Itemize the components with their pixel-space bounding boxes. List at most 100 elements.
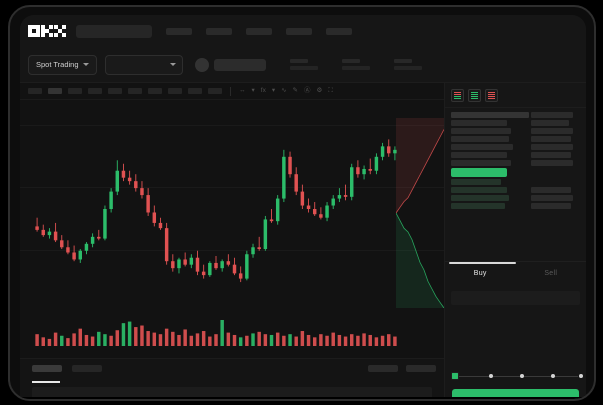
last-price-highlight (451, 168, 507, 177)
order-book-ask-row[interactable] (445, 120, 586, 128)
market-stat-value (289, 66, 318, 70)
line-tool-icon[interactable]: ∿ (281, 86, 287, 94)
nav-item-3[interactable] (286, 27, 312, 35)
okx-logo-x (54, 25, 66, 37)
order-book-price (451, 136, 509, 142)
order-book-bid-row[interactable] (445, 187, 586, 195)
tab-open-orders[interactable] (32, 365, 62, 372)
slider-handle[interactable] (451, 372, 459, 380)
fullscreen-icon[interactable]: ⛶ (328, 86, 333, 94)
depth-area-chart (396, 118, 444, 308)
order-book-panel: Buy Sell (444, 83, 586, 399)
chevron-down-icon (82, 63, 89, 66)
slider-step-25[interactable] (489, 374, 493, 378)
candlestick-chart[interactable] (20, 100, 444, 308)
orders-tab-list (20, 359, 444, 372)
order-book-amount (531, 128, 573, 134)
order-book-ask-row[interactable] (445, 136, 586, 144)
slider-step-50[interactable] (520, 374, 524, 378)
trading-pair-selector[interactable] (104, 54, 183, 75)
timeframe-button-4[interactable] (108, 88, 122, 94)
magnet-icon[interactable]: Ⓐ (304, 86, 311, 94)
volume-series (35, 320, 397, 346)
market-depth-overlay (396, 118, 444, 308)
tab-sell[interactable]: Sell (544, 270, 558, 277)
settings-icon[interactable]: ⚙ (316, 86, 323, 94)
timeframe-button-2[interactable] (68, 88, 82, 94)
chart-gridline (20, 187, 444, 188)
tab-buy[interactable]: Buy (473, 270, 487, 277)
orders-action-0[interactable] (368, 365, 398, 372)
indicator-icon[interactable]: fx (260, 86, 266, 94)
market-sub-header: Spot Trading (20, 47, 586, 83)
order-book-view-modes (445, 83, 586, 108)
tab-order-history[interactable] (72, 365, 102, 372)
timeframe-button-3[interactable] (88, 88, 102, 94)
timeframe-button-6[interactable] (148, 88, 162, 94)
timeframe-button-0[interactable] (28, 88, 42, 94)
order-book-price (451, 120, 507, 126)
order-book-price (451, 187, 507, 193)
orders-panel (20, 358, 444, 399)
chevron-down-icon (169, 63, 176, 66)
order-book-price (451, 152, 507, 158)
chart-gridline (20, 250, 444, 251)
nav-item-0[interactable] (166, 27, 192, 35)
order-book-header[interactable] (445, 112, 586, 120)
timeframe-button-8[interactable] (188, 88, 202, 94)
market-stat-label (341, 59, 360, 63)
orders-empty-row (32, 387, 432, 399)
order-book-amount (531, 144, 573, 150)
market-type-selector[interactable]: Spot Trading (28, 54, 97, 75)
search-input[interactable] (76, 24, 152, 38)
candle-series (35, 139, 397, 283)
order-book-ask-row[interactable] (445, 152, 586, 160)
orderbook-both-icon[interactable] (451, 89, 464, 102)
candle-type-dropdown-icon[interactable]: ▾ (251, 86, 255, 94)
market-stat-value (393, 66, 422, 70)
timeframe-button-7[interactable] (168, 88, 182, 94)
orderbook-asks-icon[interactable] (485, 89, 498, 102)
timeframe-button-9[interactable] (208, 88, 222, 94)
market-stat-value (341, 66, 370, 70)
order-book-rows (445, 108, 586, 211)
active-trade-tab-indicator (449, 262, 516, 264)
order-book-bid-row[interactable] (445, 195, 586, 203)
nav-item-2[interactable] (246, 27, 272, 35)
order-book-ask-row[interactable] (445, 144, 586, 152)
pencil-icon[interactable]: ✎ (292, 86, 298, 94)
order-book-amount (531, 195, 573, 201)
order-book-price (451, 144, 513, 150)
app-screen: Spot Trading ↔ ▾ fx ▾ ∿ ✎ Ⓐ ⚙ ⛶ (20, 15, 586, 399)
timeframe-button-1[interactable] (48, 88, 62, 94)
order-book-price (451, 179, 501, 185)
order-book-ask-row[interactable] (445, 160, 586, 168)
timeframe-button-5[interactable] (128, 88, 142, 94)
order-book-ask-row[interactable] (445, 128, 586, 136)
order-book-bid-row[interactable] (445, 179, 586, 187)
order-book-bid-row[interactable] (445, 203, 586, 211)
okx-logo[interactable] (28, 25, 66, 37)
candle-type-icon[interactable]: ↔ (239, 86, 246, 94)
order-book-price (451, 203, 505, 209)
market-type-label: Spot Trading (36, 60, 79, 69)
slider-step-100[interactable] (579, 374, 583, 378)
order-book-amount (531, 160, 573, 166)
chart-toolbar: ↔ ▾ fx ▾ ∿ ✎ Ⓐ ⚙ ⛶ (20, 83, 444, 100)
nav-item-1[interactable] (206, 27, 232, 35)
order-price-field[interactable] (451, 291, 580, 305)
orders-action-1[interactable] (406, 365, 436, 372)
submit-buy-button[interactable] (452, 389, 579, 399)
order-book-last-price (445, 168, 586, 179)
order-book-amount (531, 187, 571, 193)
nav-item-4[interactable] (326, 27, 352, 35)
order-entry-form (445, 285, 586, 399)
market-stat-label (289, 59, 308, 63)
indicator-dropdown-icon[interactable]: ▾ (271, 86, 276, 94)
orderbook-bids-icon[interactable] (468, 89, 481, 102)
trade-tab-list: Buy Sell (445, 261, 586, 285)
slider-step-75[interactable] (551, 374, 555, 378)
order-book-price (451, 112, 529, 118)
amount-slider[interactable] (446, 371, 584, 381)
order-book-price (451, 195, 509, 201)
